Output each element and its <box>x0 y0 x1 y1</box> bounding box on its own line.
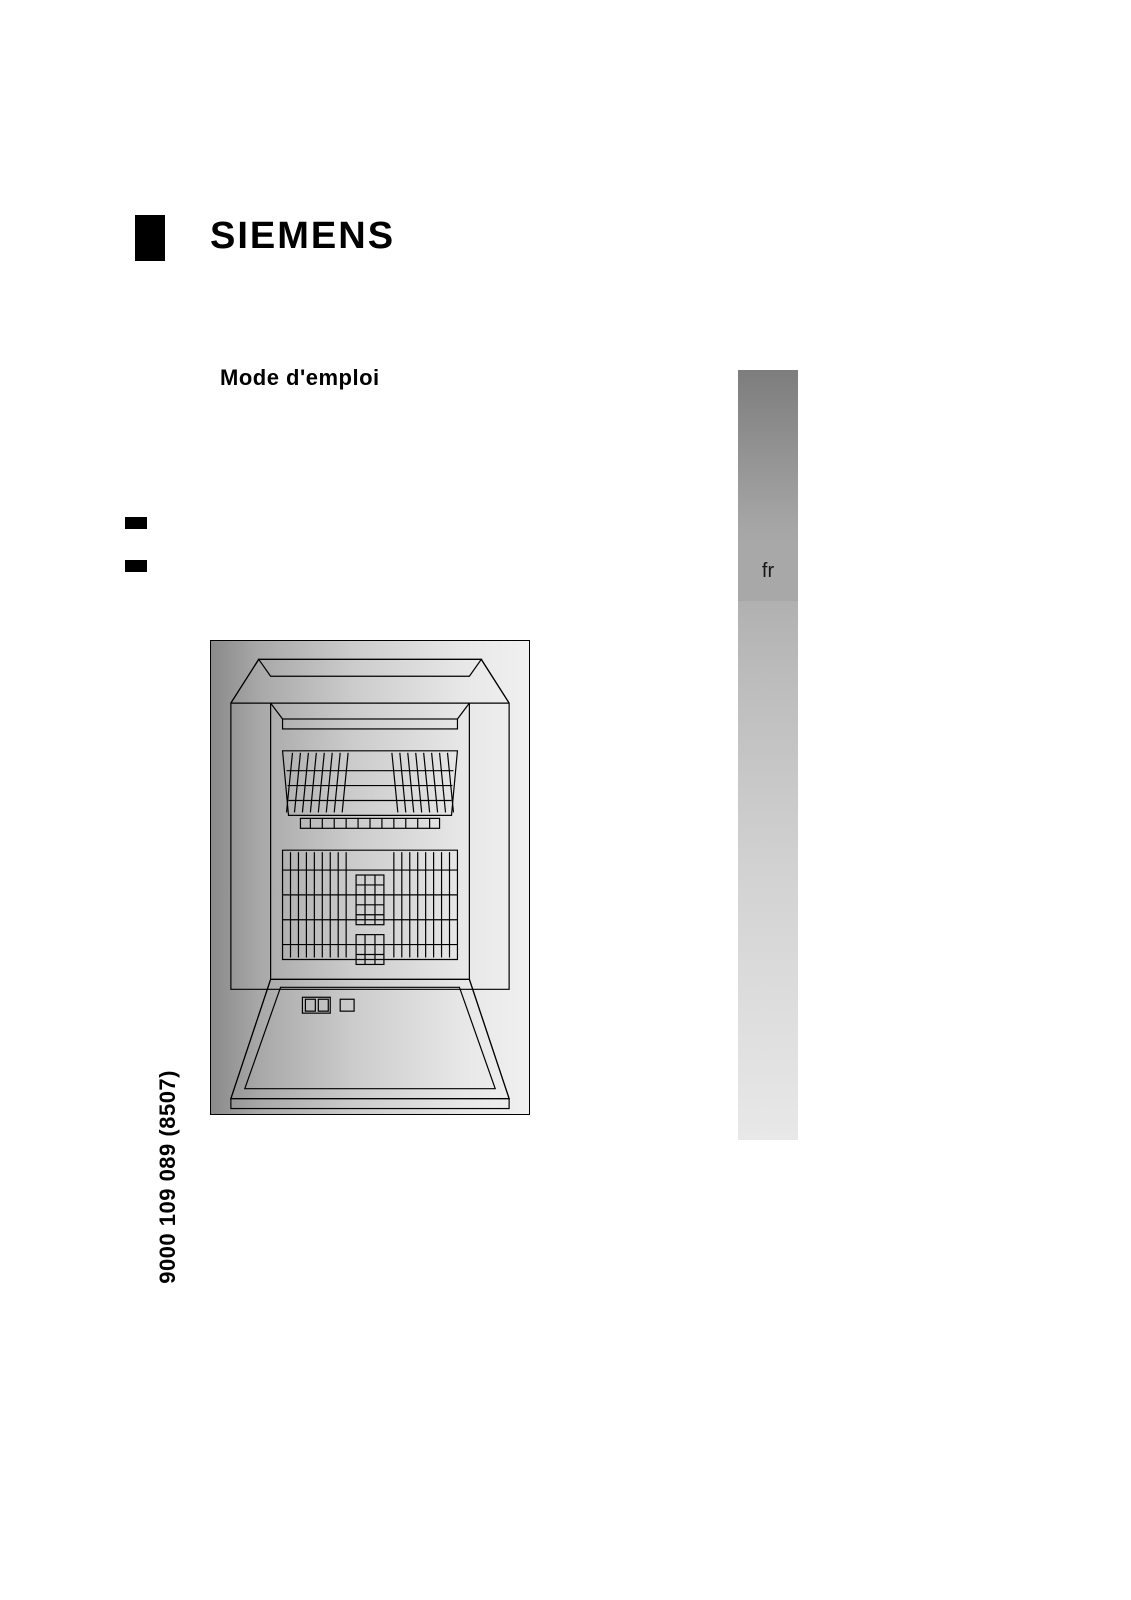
part-number: 9000 109 089 (8507) <box>155 1070 181 1284</box>
brand-accent-bar <box>135 215 165 261</box>
decorative-square-1 <box>125 517 147 529</box>
dishwasher-illustration <box>210 640 530 1115</box>
language-code: fr <box>762 560 774 583</box>
document-subtitle: Mode d'emploi <box>220 365 380 391</box>
decorative-square-2 <box>125 560 147 572</box>
language-sidebar <box>738 370 798 1140</box>
language-tab: fr <box>738 541 798 601</box>
brand-name: SIEMENS <box>210 215 395 258</box>
